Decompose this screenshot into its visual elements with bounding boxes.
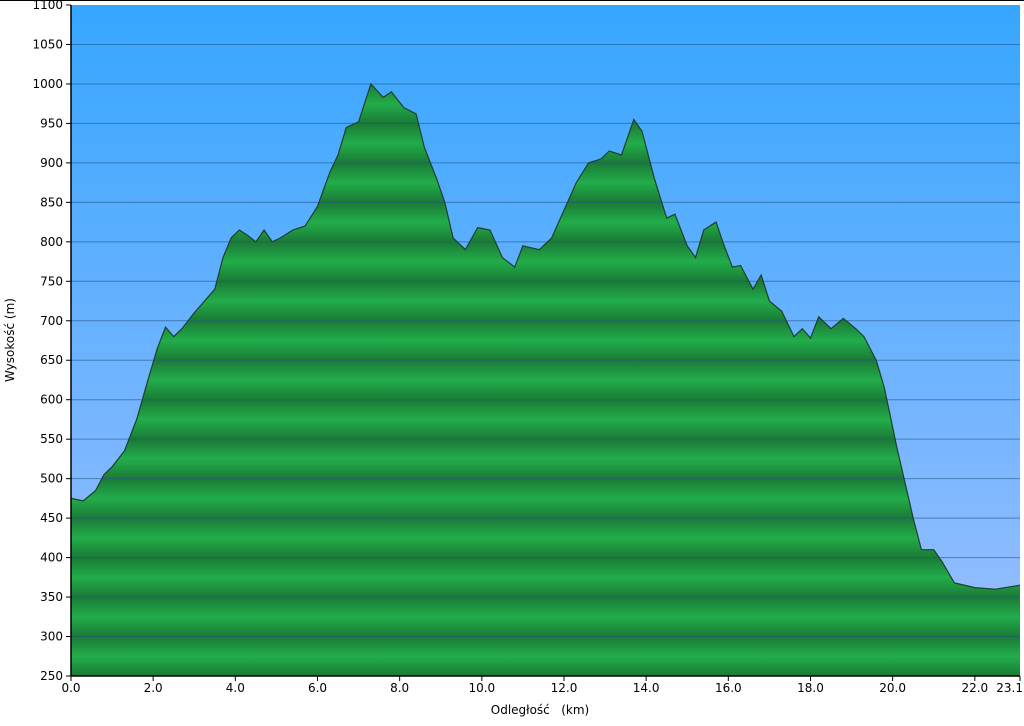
- area-band: [71, 518, 1020, 558]
- area-band: [71, 636, 1020, 676]
- x-tick-label: 14.0: [633, 681, 660, 695]
- y-tick-label: 400: [40, 551, 63, 565]
- y-tick-label: 550: [40, 432, 63, 446]
- y-tick-label: 500: [40, 472, 63, 486]
- axes: 250 300 350 400 450 500 550 600 650 700 750 800 850 9…: [0, 0, 1024, 695]
- x-tick-label: 23.1: [996, 681, 1023, 695]
- x-tick-label: 4.0: [226, 681, 245, 695]
- area-band: [71, 439, 1020, 479]
- y-tick-label: 900: [40, 156, 63, 170]
- area-band: [71, 597, 1020, 637]
- area-band: [71, 399, 1020, 440]
- x-tick-label: 6.0: [308, 681, 327, 695]
- x-tick-label: 16.0: [715, 681, 742, 695]
- x-tick-label: 2.0: [144, 681, 163, 695]
- y-tick-label: 850: [40, 195, 63, 209]
- y-tick-label: 800: [40, 235, 63, 249]
- y-axis-label: Wysokość (m): [3, 298, 17, 382]
- y-tick-label: 650: [40, 353, 63, 367]
- y-tick-label: 1000: [32, 77, 63, 91]
- x-tick-label: 18.0: [797, 681, 824, 695]
- area-band: [71, 478, 1020, 519]
- y-tick-label: 300: [40, 630, 63, 644]
- x-tick-label: 20.0: [879, 681, 906, 695]
- y-tick-label: 750: [40, 274, 63, 288]
- y-tick-label: 950: [40, 116, 63, 130]
- y-tick-label: 350: [40, 590, 63, 604]
- y-tick-label: 700: [40, 314, 63, 328]
- y-tick-label: 600: [40, 393, 63, 407]
- plot-area: [70, 5, 1021, 676]
- area-band: [71, 557, 1020, 598]
- x-axis-label: Odległość (km): [491, 703, 589, 717]
- x-tick-label: 8.0: [390, 681, 409, 695]
- y-tick-label: 250: [40, 669, 63, 683]
- x-tick-label: 22.0: [961, 681, 988, 695]
- x-tick-label: 12.0: [551, 681, 578, 695]
- y-tick-label: 1100: [32, 0, 63, 12]
- x-tick-label: 10.0: [468, 681, 495, 695]
- y-tick-label: 450: [40, 511, 63, 525]
- elevation-line: [70, 82, 1021, 590]
- area-band: [71, 360, 1020, 400]
- y-tick-label: 1050: [32, 37, 63, 51]
- x-tick-label: 0.0: [61, 681, 80, 695]
